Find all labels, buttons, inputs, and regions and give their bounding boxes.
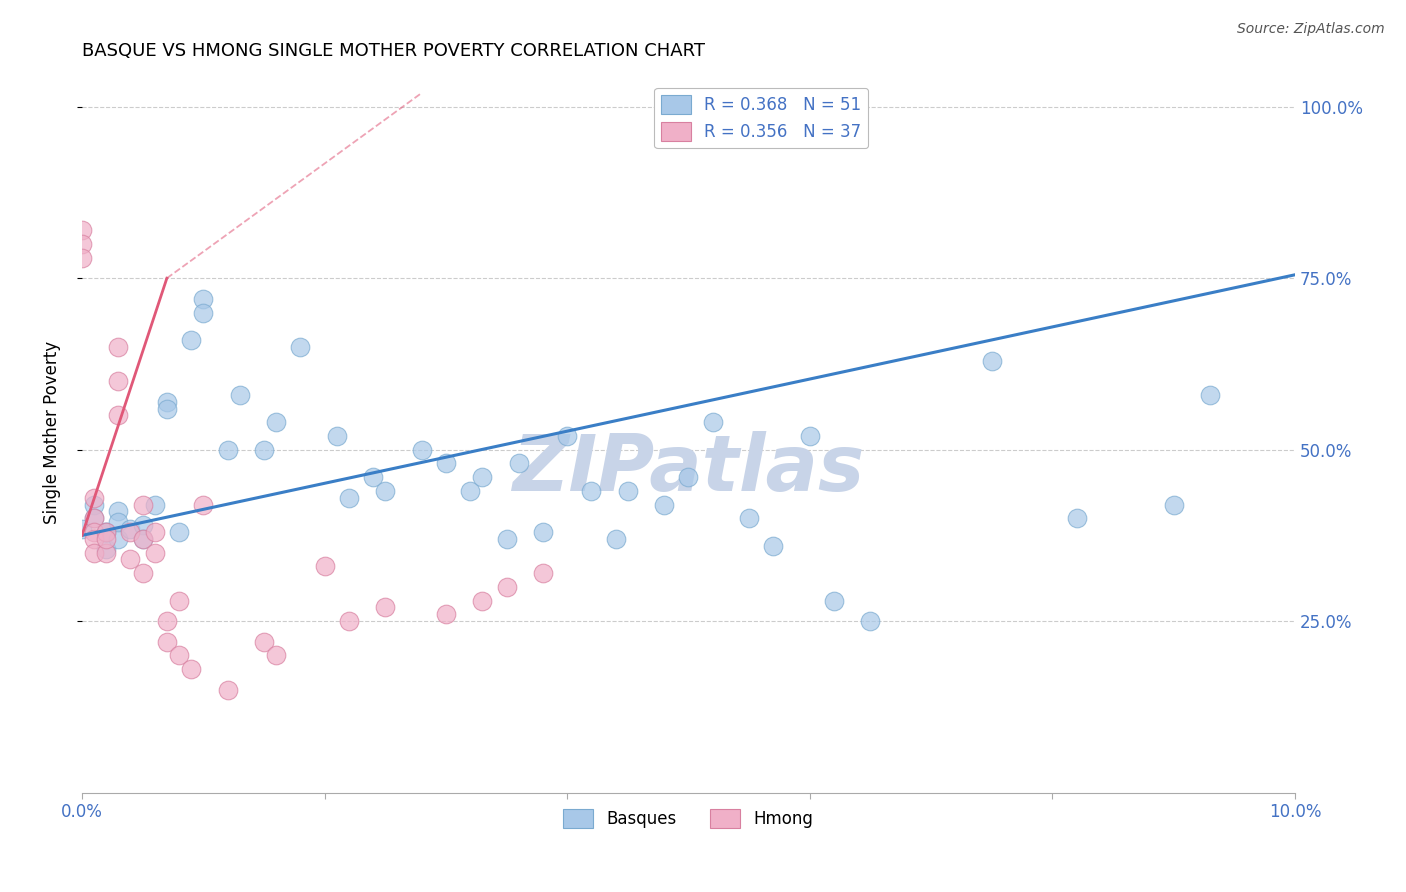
Point	[253, 442, 276, 457]
Point	[555, 429, 578, 443]
Point	[131, 532, 153, 546]
Point	[253, 634, 276, 648]
Point	[83, 524, 105, 539]
Point	[678, 470, 700, 484]
Point	[131, 498, 153, 512]
Point	[83, 511, 105, 525]
Point	[96, 545, 118, 559]
Point	[374, 600, 396, 615]
Point	[96, 524, 118, 539]
Point	[156, 401, 179, 416]
Point	[83, 532, 105, 546]
Point	[508, 457, 530, 471]
Point	[167, 524, 190, 539]
Point	[290, 340, 312, 354]
Point	[167, 593, 190, 607]
Point	[83, 545, 105, 559]
Point	[70, 223, 93, 237]
Point	[411, 442, 433, 457]
Point	[156, 634, 179, 648]
Point	[859, 614, 882, 628]
Point	[1199, 388, 1222, 402]
Point	[107, 374, 129, 388]
Point	[180, 333, 202, 347]
Point	[471, 470, 494, 484]
Point	[107, 515, 129, 529]
Point	[131, 532, 153, 546]
Legend: Basques, Hmong: Basques, Hmong	[557, 802, 820, 835]
Point	[361, 470, 384, 484]
Point	[799, 429, 821, 443]
Point	[495, 532, 517, 546]
Point	[374, 483, 396, 498]
Point	[264, 415, 287, 429]
Point	[702, 415, 724, 429]
Point	[617, 483, 640, 498]
Point	[156, 394, 179, 409]
Point	[107, 532, 129, 546]
Point	[471, 593, 494, 607]
Point	[70, 251, 93, 265]
Text: ZIPatlas: ZIPatlas	[512, 431, 865, 507]
Point	[107, 504, 129, 518]
Point	[193, 292, 215, 306]
Point	[217, 682, 239, 697]
Point	[823, 593, 845, 607]
Point	[325, 429, 347, 443]
Point	[156, 614, 179, 628]
Point	[96, 524, 118, 539]
Point	[83, 491, 105, 505]
Text: BASQUE VS HMONG SINGLE MOTHER POVERTY CORRELATION CHART: BASQUE VS HMONG SINGLE MOTHER POVERTY CO…	[82, 42, 704, 60]
Point	[531, 566, 554, 581]
Point	[264, 648, 287, 663]
Point	[1066, 511, 1088, 525]
Point	[131, 566, 153, 581]
Point	[980, 353, 1002, 368]
Point	[458, 483, 481, 498]
Point	[107, 340, 129, 354]
Point	[434, 607, 457, 622]
Point	[652, 498, 675, 512]
Point	[605, 532, 627, 546]
Point	[228, 388, 250, 402]
Point	[1163, 498, 1185, 512]
Point	[120, 522, 142, 536]
Point	[337, 491, 360, 505]
Point	[337, 614, 360, 628]
Point	[314, 559, 336, 574]
Point	[738, 511, 761, 525]
Point	[180, 662, 202, 676]
Point	[143, 498, 166, 512]
Point	[120, 524, 142, 539]
Y-axis label: Single Mother Poverty: Single Mother Poverty	[44, 341, 60, 524]
Point	[193, 498, 215, 512]
Point	[83, 498, 105, 512]
Point	[531, 524, 554, 539]
Point	[581, 483, 603, 498]
Point	[120, 552, 142, 566]
Point	[96, 524, 118, 539]
Point	[495, 580, 517, 594]
Point	[96, 542, 118, 557]
Point	[193, 305, 215, 319]
Point	[167, 648, 190, 663]
Point	[83, 511, 105, 525]
Point	[143, 524, 166, 539]
Point	[131, 518, 153, 533]
Point	[762, 539, 785, 553]
Point	[107, 409, 129, 423]
Point	[70, 522, 93, 536]
Point	[96, 532, 118, 546]
Point	[217, 442, 239, 457]
Text: Source: ZipAtlas.com: Source: ZipAtlas.com	[1237, 22, 1385, 37]
Point	[434, 457, 457, 471]
Point	[143, 545, 166, 559]
Point	[70, 236, 93, 251]
